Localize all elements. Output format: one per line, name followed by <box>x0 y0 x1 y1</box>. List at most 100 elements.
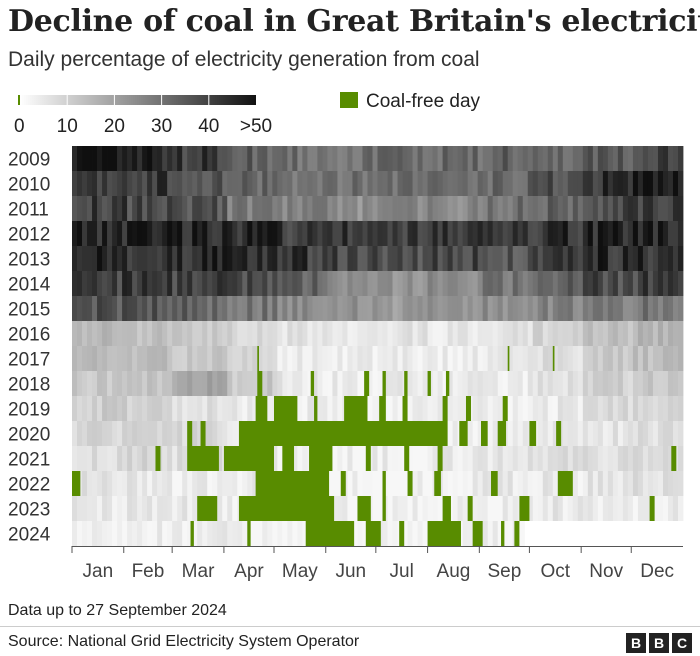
heatmap-cell <box>657 446 664 471</box>
heatmap-cell <box>447 446 454 471</box>
heatmap-cell <box>642 321 649 346</box>
heatmap-cell <box>197 246 203 271</box>
heatmap-cell <box>232 271 238 296</box>
x-tick-label: Aug <box>437 561 471 582</box>
heatmap-cell <box>87 196 93 221</box>
heatmap-cell <box>507 521 514 546</box>
heatmap-cell <box>87 171 93 196</box>
heatmap-cell <box>352 221 358 246</box>
heatmap-cell <box>142 446 148 471</box>
legend: 0 10 20 30 40 >50 Coal-free day <box>14 91 481 137</box>
heatmap-cell <box>187 171 193 196</box>
heatmap-cell <box>397 246 403 271</box>
heatmap-cell <box>112 496 118 521</box>
heatmap-cell <box>192 321 198 346</box>
heatmap-cell <box>92 146 98 171</box>
heatmap-cell <box>392 321 398 346</box>
heatmap-cell <box>547 421 554 446</box>
heatmap-cell <box>417 346 423 371</box>
heatmap-cell <box>487 421 494 446</box>
heatmap-cell <box>612 346 619 371</box>
heatmap-cell <box>152 346 158 371</box>
heatmap-cell <box>297 321 303 346</box>
heatmap-cell <box>667 146 674 171</box>
heatmap-cell <box>612 321 619 346</box>
heatmap-cell <box>127 271 133 296</box>
heatmap-cell <box>577 296 584 321</box>
heatmap-cell <box>287 321 293 346</box>
heatmap-cell <box>332 321 338 346</box>
heatmap-cell <box>487 371 494 396</box>
heatmap-cell <box>472 346 479 371</box>
heatmap-cell <box>142 521 148 546</box>
heatmap-cell <box>422 396 428 421</box>
heatmap-cell <box>82 396 88 421</box>
heatmap-cell <box>237 471 243 496</box>
heatmap-cell <box>277 346 283 371</box>
heatmap-cell <box>617 396 624 421</box>
heatmap-cell <box>532 221 539 246</box>
heatmap-cell <box>572 146 579 171</box>
heatmap-cell <box>362 271 368 296</box>
legend-coal-free-label: Coal-free day <box>366 91 481 112</box>
heatmap-cell <box>417 521 423 546</box>
heatmap-cell <box>307 321 313 346</box>
heatmap-cell <box>152 471 158 496</box>
heatmap-cell <box>657 346 664 371</box>
heatmap-cell <box>647 196 654 221</box>
heatmap-cell <box>517 171 524 196</box>
heatmap-cell <box>442 246 449 271</box>
heatmap-cell <box>517 446 524 471</box>
heatmap-cell <box>487 396 494 421</box>
heatmap-cell <box>587 321 594 346</box>
heatmap-cell <box>407 221 413 246</box>
heatmap-cell <box>447 321 454 346</box>
heatmap-cell <box>552 271 559 296</box>
heatmap-cell <box>412 196 418 221</box>
heatmap-cell <box>477 271 484 296</box>
heatmap-cell <box>507 371 514 396</box>
heatmap-cell <box>577 421 584 446</box>
heatmap-cell <box>597 496 604 521</box>
heatmap-cell <box>542 496 549 521</box>
heatmap-cell <box>77 146 83 171</box>
heatmap-cell <box>502 146 509 171</box>
heatmap-cell <box>392 271 398 296</box>
heatmap-cell <box>182 371 188 396</box>
heatmap-cell <box>547 221 554 246</box>
heatmap-cell <box>272 321 278 346</box>
heatmap-cell <box>627 196 634 221</box>
year-label: 2009 <box>8 150 50 171</box>
heatmap-cell <box>557 146 564 171</box>
heatmap-cell <box>402 321 408 346</box>
heatmap-cell <box>332 296 338 321</box>
heatmap-cell <box>637 246 644 271</box>
heatmap-cell <box>437 171 444 196</box>
heatmap-cell <box>297 396 303 421</box>
heatmap-cell <box>72 171 78 196</box>
heatmap-cell <box>112 371 118 396</box>
heatmap-cell <box>637 296 644 321</box>
heatmap-cell <box>242 346 248 371</box>
heatmap-cell <box>267 321 273 346</box>
coal-free-cell <box>257 371 263 396</box>
coal-free-cell <box>519 496 530 521</box>
heatmap-cell <box>92 446 98 471</box>
heatmap-cell <box>467 296 474 321</box>
heatmap-cell <box>557 396 564 421</box>
bbc-logo: B B C <box>626 633 692 653</box>
heatmap-cell <box>507 296 514 321</box>
heatmap-row-2024 <box>72 521 525 546</box>
heatmap-cell <box>642 496 649 521</box>
heatmap-cell <box>582 496 589 521</box>
heatmap-cell <box>607 246 614 271</box>
heatmap-cell <box>187 396 193 421</box>
heatmap-cell <box>427 146 433 171</box>
heatmap-cell <box>587 171 594 196</box>
heatmap-cell <box>467 196 474 221</box>
heatmap-cell <box>347 246 353 271</box>
heatmap-cell <box>467 521 474 546</box>
heatmap-cell <box>352 296 358 321</box>
coal-free-cell <box>309 446 333 471</box>
heatmap-cell <box>112 246 118 271</box>
